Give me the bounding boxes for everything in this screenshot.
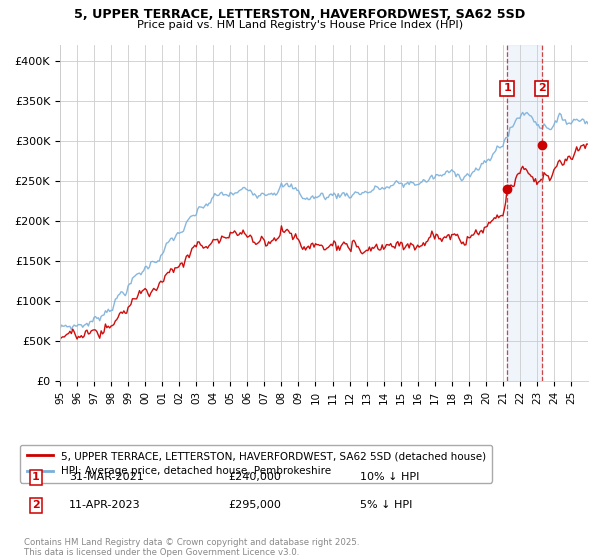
Text: 1: 1 (32, 472, 40, 482)
Text: 1: 1 (503, 83, 511, 94)
Text: 11-APR-2023: 11-APR-2023 (69, 500, 140, 510)
Text: Price paid vs. HM Land Registry's House Price Index (HPI): Price paid vs. HM Land Registry's House … (137, 20, 463, 30)
Text: 2: 2 (538, 83, 545, 94)
Text: 2: 2 (32, 500, 40, 510)
Text: 10% ↓ HPI: 10% ↓ HPI (360, 472, 419, 482)
Legend: 5, UPPER TERRACE, LETTERSTON, HAVERFORDWEST, SA62 5SD (detached house), HPI: Ave: 5, UPPER TERRACE, LETTERSTON, HAVERFORDW… (20, 445, 493, 483)
Text: £240,000: £240,000 (228, 472, 281, 482)
Text: Contains HM Land Registry data © Crown copyright and database right 2025.
This d: Contains HM Land Registry data © Crown c… (24, 538, 359, 557)
Text: 31-MAR-2021: 31-MAR-2021 (69, 472, 144, 482)
Text: 5% ↓ HPI: 5% ↓ HPI (360, 500, 412, 510)
Text: £295,000: £295,000 (228, 500, 281, 510)
Text: 5, UPPER TERRACE, LETTERSTON, HAVERFORDWEST, SA62 5SD: 5, UPPER TERRACE, LETTERSTON, HAVERFORDW… (74, 8, 526, 21)
Bar (507, 45, 542, 381)
